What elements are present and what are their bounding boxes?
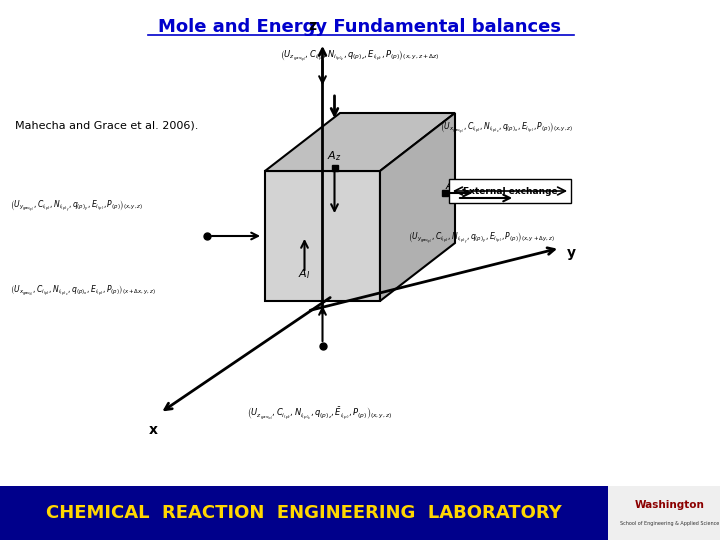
Polygon shape — [265, 113, 455, 171]
Text: $A_I$: $A_I$ — [298, 267, 310, 281]
Polygon shape — [265, 171, 380, 301]
Text: CHEMICAL  REACTION  ENGINEERING  LABORATORY: CHEMICAL REACTION ENGINEERING LABORATORY — [46, 504, 562, 522]
Text: $A_y$: $A_y$ — [445, 180, 460, 196]
Polygon shape — [380, 113, 455, 301]
Text: y: y — [567, 246, 576, 260]
Text: $A_z$: $A_z$ — [328, 149, 342, 163]
Text: $\left(U_{x_{gas_{(p)}}},C_{i_{(p)}},N_{i_{(p)_{x}}},q_{(p)_{x}},E_{i_{(p)}},P_{: $\left(U_{x_{gas_{(p)}}},C_{i_{(p)}},N_{… — [440, 120, 573, 136]
Text: Washington: Washington — [635, 500, 705, 510]
Text: $\left(U_{x_{gas_{(t)}}},C_{i_{(p)}},N_{i_{(p)_{x}}},q_{(p)_{x}},E_{i_{(p)}},P_{: $\left(U_{x_{gas_{(t)}}},C_{i_{(p)}},N_{… — [10, 284, 156, 298]
Text: External exchange: External exchange — [463, 186, 557, 195]
Text: $\left(U_{z_{gas_{(x)}}},C_{i_{(p)}},N_{i_{(p)_{x}}},q_{(p)_{z}},\bar{E}_{i_{(p): $\left(U_{z_{gas_{(x)}}},C_{i_{(p)}},N_{… — [248, 406, 392, 422]
Text: $\left(U_{z_{gas_{(p)}}},C_{i_{(p)}},N_{i_{(p)_{z}}},q_{(p)_{z}},E_{i_{(p)}},P_{: $\left(U_{z_{gas_{(p)}}},C_{i_{(p)}},N_{… — [280, 48, 440, 64]
Text: $\left(U_{y_{gas_{(p)}}},C_{i_{(p)}},N_{i_{(p)_{y}}},q_{(p)_{y}},E_{i_{(p)}},P_{: $\left(U_{y_{gas_{(p)}}},C_{i_{(p)}},N_{… — [408, 230, 554, 246]
Text: x: x — [148, 423, 158, 437]
Text: $\left(U_{y_{gas_{(p)}}},C_{i_{(p)}},N_{i_{(p)_{y}}},q_{(p)_{y}},E_{i_{(p)}},P_{: $\left(U_{y_{gas_{(p)}}},C_{i_{(p)}},N_{… — [10, 198, 143, 214]
FancyBboxPatch shape — [449, 179, 571, 203]
Text: School of Engineering & Applied Science: School of Engineering & Applied Science — [620, 521, 719, 526]
Text: z: z — [308, 19, 317, 33]
Text: Mahecha and Grace et al. 2006).: Mahecha and Grace et al. 2006). — [15, 121, 199, 131]
Text: Mole and Energy Fundamental balances: Mole and Energy Fundamental balances — [158, 18, 562, 36]
